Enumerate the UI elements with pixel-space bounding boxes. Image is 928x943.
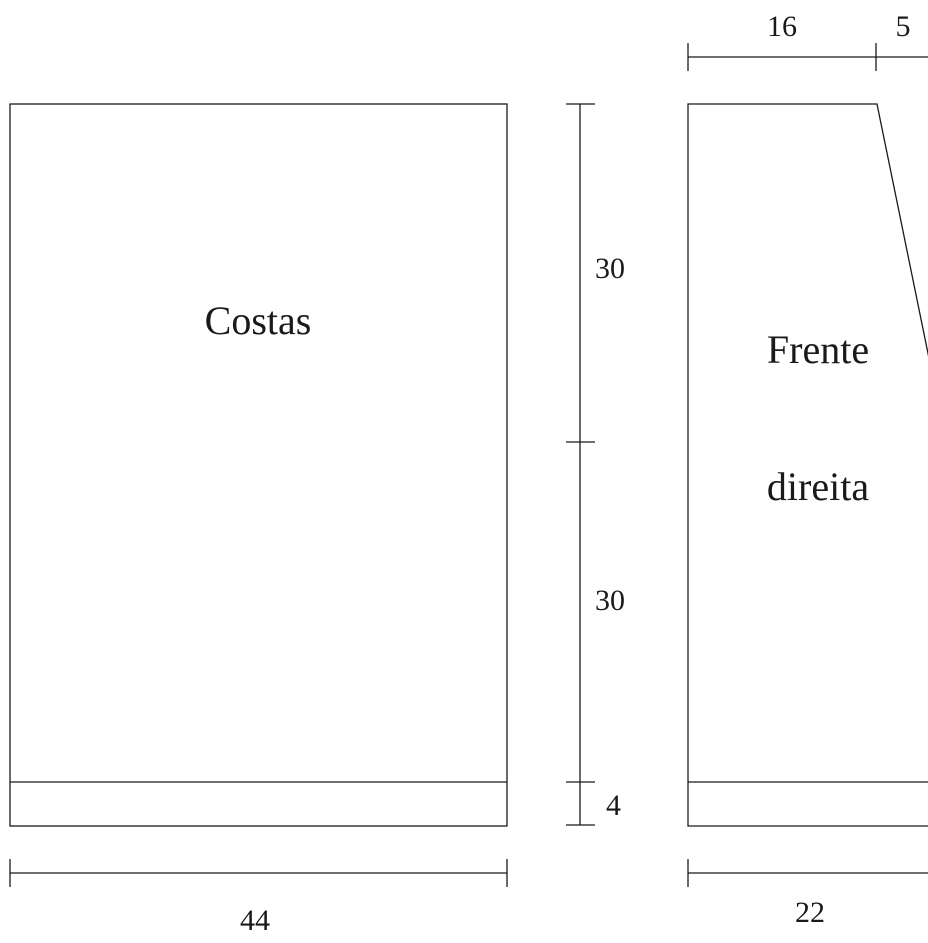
front-width-dimension: 22 <box>687 859 928 929</box>
ribbing-label: 4 <box>606 789 621 822</box>
back-piece-label: Costas <box>205 298 312 343</box>
right-front-label-line1: Frente <box>767 327 869 372</box>
right-front-outline <box>687 103 928 827</box>
back-width-label: 44 <box>240 904 270 937</box>
front-top-slope-label: 5 <box>896 10 911 43</box>
back-width-dimension: 44 <box>9 859 508 937</box>
front-width-label: 22 <box>795 896 825 929</box>
front-top-dimension: 16 5 <box>687 10 928 71</box>
back-piece: Costas <box>9 103 508 827</box>
height-dimension: 30 30 4 <box>566 103 625 826</box>
right-front-piece: Frente direita <box>687 103 928 827</box>
front-top-width-label: 16 <box>767 10 797 43</box>
right-front-label-line2: direita <box>767 464 869 509</box>
back-piece-outline <box>9 103 508 827</box>
body-upper-label: 30 <box>595 252 625 285</box>
body-lower-label: 30 <box>595 584 625 617</box>
